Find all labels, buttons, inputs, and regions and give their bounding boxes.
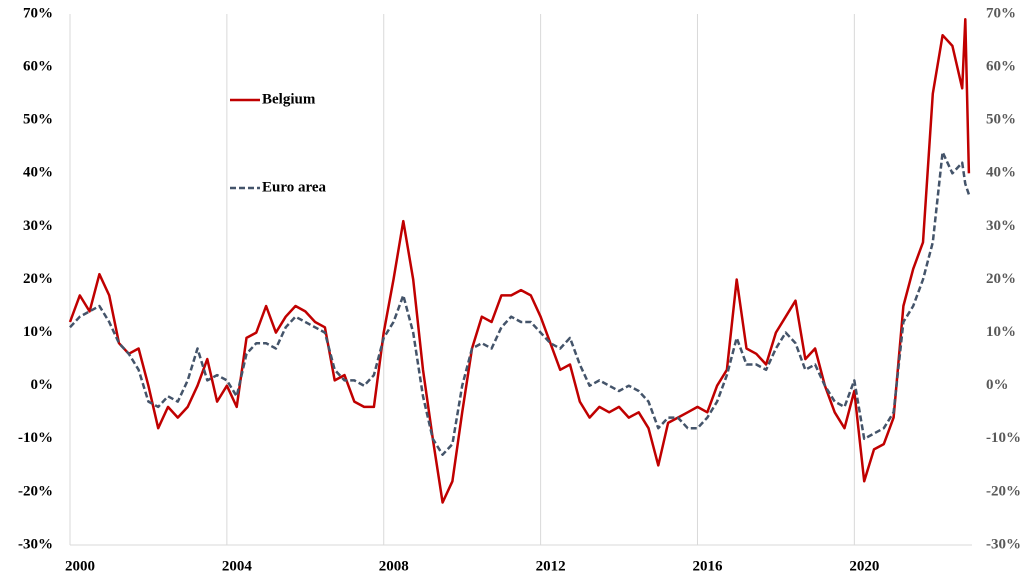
line-series — [69, 150, 971, 456]
y-tick-label: 70% — [23, 5, 53, 21]
y2-tick-label: 50% — [986, 112, 1016, 128]
y-tick-label: -10% — [18, 430, 53, 446]
x-tick-label: 2016 — [692, 558, 723, 574]
y2-tick-label: 60% — [986, 59, 1016, 75]
y2-tick-label: -20% — [986, 483, 1021, 499]
y2-tick-label: 20% — [986, 271, 1016, 287]
y-tick-label: 20% — [23, 271, 53, 287]
y2-tick-label: 0% — [986, 377, 1009, 393]
y2-tick-label: -10% — [986, 430, 1021, 446]
y-tick-label: 10% — [23, 324, 53, 340]
y-tick-label: 40% — [23, 165, 53, 181]
x-tick-label: 2008 — [379, 558, 409, 574]
legend-label: Belgium — [262, 91, 316, 107]
x-tick-label: 2000 — [65, 558, 95, 574]
y-tick-label: 0% — [31, 377, 54, 393]
y-tick-label: 50% — [23, 112, 53, 128]
line-series — [68, 18, 971, 504]
y2-tick-label: -30% — [986, 536, 1021, 552]
y-tick-label: 60% — [23, 59, 53, 75]
x-tick-label: 2004 — [222, 558, 253, 574]
y-tick-label: -20% — [18, 483, 53, 499]
x-tick-label: 2020 — [849, 558, 879, 574]
x-tick-label: 2012 — [536, 558, 566, 574]
y2-tick-label: 70% — [986, 5, 1016, 21]
y2-tick-label: 10% — [986, 324, 1016, 340]
y2-tick-label: 40% — [986, 165, 1016, 181]
y-tick-label: 30% — [23, 218, 53, 234]
legend-label: Euro area — [262, 179, 327, 195]
y2-tick-label: 30% — [986, 218, 1016, 234]
y-tick-label: -30% — [18, 536, 53, 552]
